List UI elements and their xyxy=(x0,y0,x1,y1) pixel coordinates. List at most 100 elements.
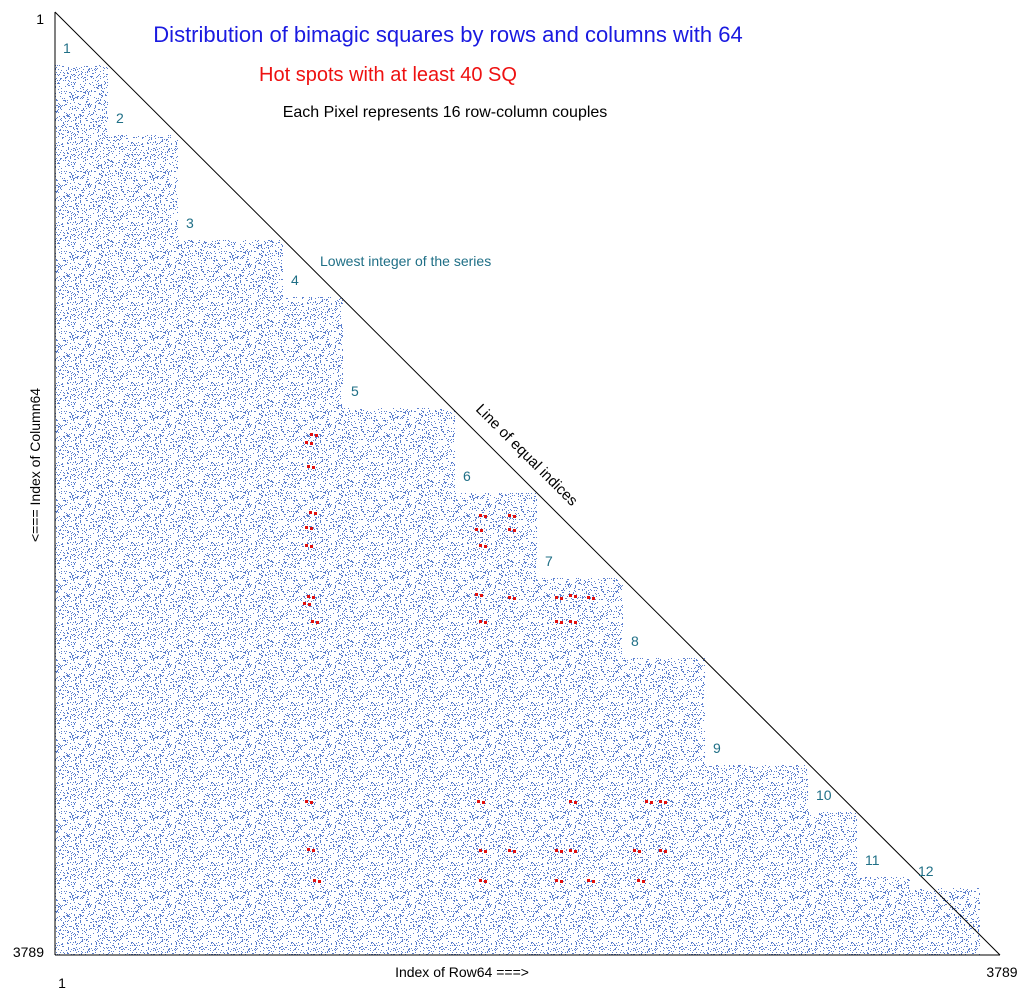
hot-spot xyxy=(482,801,485,804)
hot-spot xyxy=(664,850,667,853)
hot-spot xyxy=(312,849,315,852)
hot-spot xyxy=(479,849,482,852)
hot-spot xyxy=(513,850,516,853)
hot-spot xyxy=(574,621,577,624)
hot-spot xyxy=(311,620,314,623)
hot-spot xyxy=(555,849,558,852)
hot-spot xyxy=(484,880,487,883)
hot-spot xyxy=(316,621,319,624)
annotation: Lowest integer of the series xyxy=(320,253,491,269)
hot-spot xyxy=(484,621,487,624)
hot-spot xyxy=(307,595,310,598)
hot-spot xyxy=(310,442,313,445)
hot-spot xyxy=(310,527,313,530)
hot-spot xyxy=(315,434,318,437)
diagonal-line xyxy=(54,11,1001,956)
y-axis-label: <=== Index of Column64 xyxy=(27,388,43,542)
hot-spot xyxy=(555,879,558,882)
hot-spot xyxy=(475,528,478,531)
hot-spot xyxy=(574,595,577,598)
hot-spot xyxy=(305,544,308,547)
hot-spot xyxy=(569,849,572,852)
title: Distribution of bimagic squares by rows … xyxy=(153,22,742,47)
block-region xyxy=(537,578,623,955)
hot-spot xyxy=(664,801,667,804)
hot-spot xyxy=(309,511,312,514)
block-label: 3 xyxy=(186,215,194,231)
hot-spot xyxy=(479,514,482,517)
hot-spot xyxy=(560,597,563,600)
hot-spot xyxy=(560,621,563,624)
hot-spot xyxy=(484,515,487,518)
block-label: 11 xyxy=(865,852,880,868)
hot-spot xyxy=(555,596,558,599)
hot-spot xyxy=(307,848,310,851)
block-region xyxy=(705,765,808,955)
hot-spot xyxy=(484,545,487,548)
subtitle: Hot spots with at least 40 SQ xyxy=(259,64,517,86)
hot-spot xyxy=(650,801,653,804)
hot-spot xyxy=(480,594,483,597)
block-label: 12 xyxy=(918,863,934,879)
hot-spot xyxy=(508,528,511,531)
block-label: 8 xyxy=(631,633,639,649)
block-label: 7 xyxy=(545,553,553,569)
hot-spot xyxy=(574,801,577,804)
hot-spot xyxy=(307,465,310,468)
hot-spot xyxy=(560,850,563,853)
hot-spot xyxy=(310,433,313,436)
x-tick-label: 1 xyxy=(58,975,66,991)
block-region xyxy=(623,658,705,955)
hot-spot xyxy=(305,800,308,803)
block-region xyxy=(283,297,343,955)
hot-spot xyxy=(508,514,511,517)
hot-spot xyxy=(475,593,478,596)
block-label: 10 xyxy=(816,787,832,803)
hot-spot xyxy=(508,596,511,599)
hot-spot xyxy=(479,620,482,623)
block-label: 2 xyxy=(116,110,124,126)
block-label: 4 xyxy=(291,272,299,288)
hot-spot xyxy=(480,529,483,532)
hot-spot xyxy=(569,594,572,597)
hot-spot xyxy=(508,849,511,852)
hot-spot xyxy=(569,800,572,803)
hot-spot xyxy=(569,620,572,623)
block-region xyxy=(808,812,857,955)
block-region xyxy=(857,877,910,955)
hot-spot xyxy=(637,879,640,882)
hot-spot xyxy=(587,596,590,599)
hot-spot xyxy=(592,880,595,883)
hot-spot xyxy=(638,850,641,853)
hot-spot xyxy=(555,620,558,623)
block-region xyxy=(343,408,455,955)
hot-spot xyxy=(513,515,516,518)
hot-spot xyxy=(310,801,313,804)
block-region xyxy=(910,888,980,955)
x-tick-label: 3789 xyxy=(986,964,1017,980)
hot-spot xyxy=(312,596,315,599)
block-label: 9 xyxy=(713,740,721,756)
hot-spot xyxy=(633,849,636,852)
hot-spot xyxy=(645,800,648,803)
hot-spot xyxy=(308,603,311,606)
hot-spot xyxy=(312,466,315,469)
block-region xyxy=(55,65,108,955)
y-tick-label: 3789 xyxy=(13,944,44,960)
block-region xyxy=(108,135,178,955)
hot-spot xyxy=(305,441,308,444)
hot-spot xyxy=(310,545,313,548)
hot-spot xyxy=(479,879,482,882)
hot-spot xyxy=(659,800,662,803)
hot-spot xyxy=(642,880,645,883)
y-tick-label: 1 xyxy=(36,11,44,27)
x-axis-label: Index of Row64 ===> xyxy=(395,964,529,980)
block-label: 1 xyxy=(63,40,71,56)
hot-spot xyxy=(479,544,482,547)
hot-spots xyxy=(303,433,667,883)
block-region xyxy=(455,493,537,955)
hot-spot xyxy=(484,850,487,853)
hot-spot xyxy=(587,879,590,882)
hot-spot xyxy=(560,880,563,883)
